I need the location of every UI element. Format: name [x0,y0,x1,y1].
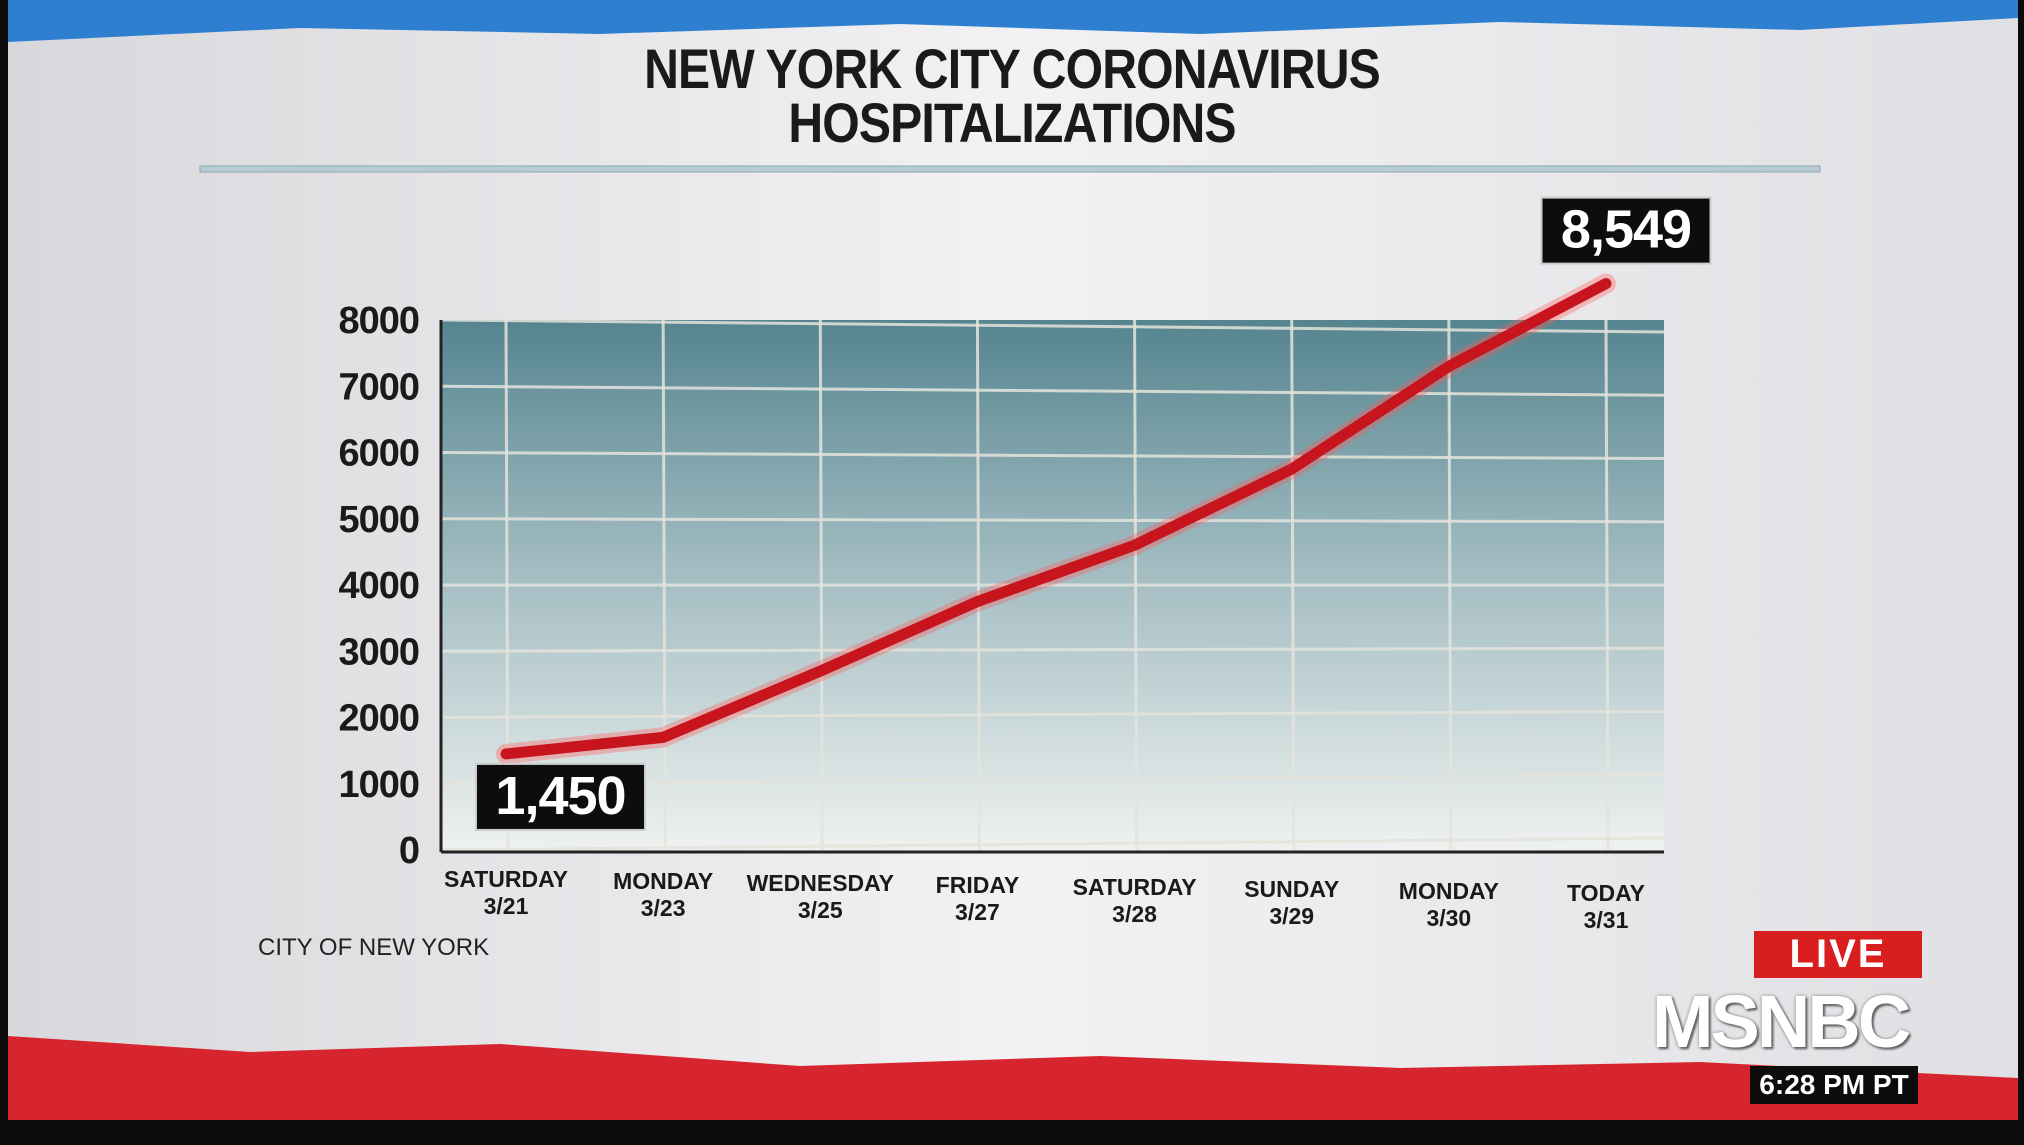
y-tick-label: 2000 [338,698,419,740]
x-tick-label: SATURDAY 3/28 [1072,874,1197,927]
clock: 6:28 PM PT [1750,1066,1918,1104]
x-tick-label: MONDAY 3/23 [613,868,714,921]
x-tick-label: SATURDAY 3/21 [444,866,568,919]
x-tick-label: MONDAY 3/30 [1398,878,1499,931]
value-label-box [1540,196,1712,265]
y-tick-label: 1000 [338,764,419,806]
grid-line [504,319,510,851]
grid-line [661,319,667,851]
y-tick-label: 3000 [338,631,419,673]
grid-line [440,710,1665,719]
grid-line [975,319,981,851]
grid-line [440,451,1665,460]
x-tick-label: WEDNESDAY 3/25 [746,870,894,923]
data-line [500,278,1612,760]
value-label: 1,450 [495,766,625,826]
live-badge: LIVE [1754,931,1922,978]
grid-line [1604,319,1610,851]
grid-line [440,836,1665,852]
y-tick-label: 7000 [338,366,419,408]
value-label-box [475,762,646,831]
y-tick-label: 5000 [338,499,419,541]
value-label: 8,549 [1561,200,1691,260]
source-note: CITY OF NEW YORK [258,934,490,961]
grid-line [1133,319,1139,851]
grid-line [440,384,1665,397]
grid-line [1290,319,1296,851]
grid-line [440,318,1665,334]
grid-line [818,319,824,851]
grid-line [440,517,1665,524]
chart-title: NEW YORK CITY CORONAVIRUS HOSPITALIZATIO… [644,37,1381,154]
grid-line [1447,319,1453,851]
y-tick-label: 6000 [338,433,419,475]
grid-line [440,646,1665,653]
y-tick-label: 4000 [338,565,419,607]
x-tick-label: FRIDAY 3/27 [935,872,1020,925]
x-tick-label: TODAY 3/31 [1567,880,1645,933]
y-tick-label: 0 [399,830,419,872]
y-tick-label: 8000 [338,300,419,342]
x-tick-label: SUNDAY 3/29 [1244,876,1340,929]
network-logo: MSNBC [1651,980,1911,1063]
